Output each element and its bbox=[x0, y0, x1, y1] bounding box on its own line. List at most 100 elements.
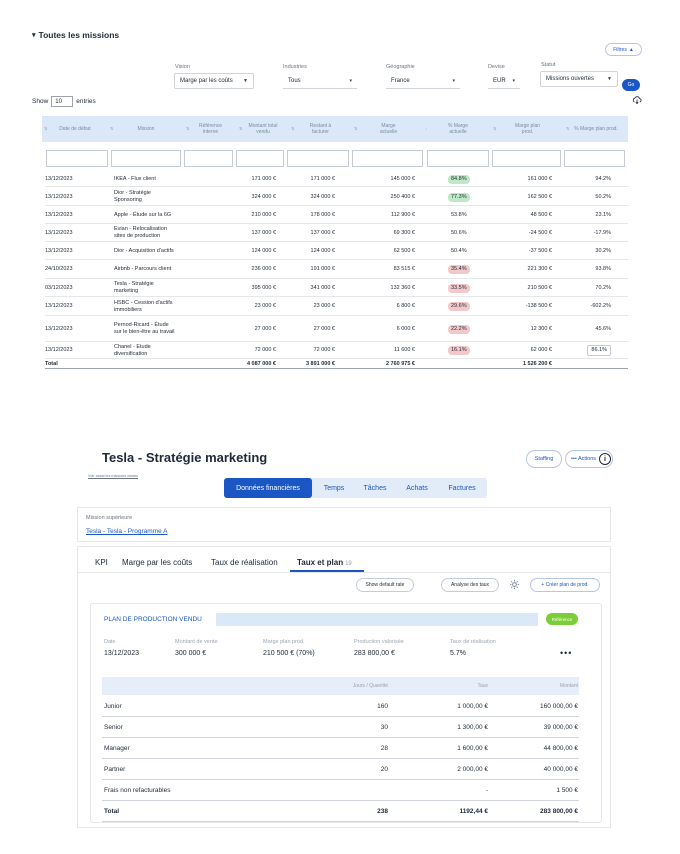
cell-plan: 161 000 € bbox=[527, 175, 552, 182]
subtab-taux-realisation[interactable]: Taux de réalisation bbox=[211, 558, 278, 567]
create-plan-button[interactable]: + Créer plan de prod. bbox=[530, 578, 600, 592]
cell-restant: 341 000 € bbox=[310, 284, 335, 291]
column-filter-input[interactable] bbox=[111, 150, 181, 167]
filter-geo-select[interactable]: France ▾ bbox=[386, 73, 460, 89]
tab-achats[interactable]: Achats bbox=[406, 484, 428, 492]
cell-pct-marge: 50.4% bbox=[448, 243, 478, 259]
cell-plan-pct: -602.2% bbox=[585, 298, 612, 315]
filter-industries-select[interactable]: Tous ▾ bbox=[283, 73, 357, 89]
plan-pct-value: 45.6% bbox=[595, 325, 611, 332]
show-default-rate-button[interactable]: Show default rate bbox=[356, 578, 414, 592]
plan-pct-value: -17.9% bbox=[593, 229, 611, 236]
table-row[interactable]: 03/12/2023 Tesla - Stratégie marketing 395… bbox=[45, 280, 628, 297]
table-row[interactable]: 24/10/2023 Airbnb - Parcours client 236 00… bbox=[45, 261, 628, 279]
cell-pct-marge: 22.2% bbox=[448, 317, 478, 341]
cell-montant: 171 000 € bbox=[251, 175, 276, 182]
column-filter-input[interactable] bbox=[184, 150, 233, 167]
plan-pct-value: -602.2% bbox=[590, 303, 612, 309]
cell-plan-pct: 86.1% bbox=[585, 343, 611, 358]
cell-date: 03/12/2023 bbox=[45, 284, 73, 291]
col-header-pct-marge[interactable]: ↓% Marge actuelle bbox=[425, 123, 468, 135]
col-header-reference[interactable]: ⇅ Référence interne bbox=[186, 123, 223, 135]
subtab-marge-couts[interactable]: Marge par les coûts bbox=[122, 558, 193, 567]
col-header-date[interactable]: ⇅ Date de début bbox=[44, 126, 91, 132]
column-filter-input[interactable] bbox=[564, 150, 625, 167]
table-row[interactable]: 13/12/2023 HSBC - Cession d'actifs immobi… bbox=[45, 298, 628, 316]
missions-total-row: Total 4 087 000 € 3 891 000 € 2 760 975 … bbox=[45, 360, 628, 369]
column-filter-input[interactable] bbox=[427, 150, 489, 167]
closed-missions-link[interactable]: Voir aussi les missions closes bbox=[88, 474, 139, 478]
entries-label: entries bbox=[76, 98, 96, 105]
column-filter-input[interactable] bbox=[492, 150, 561, 167]
financial-panel bbox=[77, 546, 611, 828]
column-filter-input[interactable] bbox=[352, 150, 423, 167]
staffing-button[interactable]: Staffing bbox=[526, 450, 562, 468]
table-row[interactable]: 13/12/2023 Apple - Étude sur la 6G 210 000… bbox=[45, 207, 628, 224]
filters-button[interactable]: Filtres ▲ bbox=[605, 43, 642, 56]
sort-icon: ⇅ bbox=[44, 126, 48, 131]
tab-factures[interactable]: Factures bbox=[448, 484, 476, 492]
col-header-plan-pct[interactable]: ⇅% Marge plan prod. bbox=[566, 126, 618, 132]
cell-plan-pct: -17.9% bbox=[585, 225, 611, 241]
total-label: Total bbox=[45, 360, 58, 367]
entries-control: Show 10 entries bbox=[32, 96, 96, 107]
cell-plan: 221 300 € bbox=[527, 266, 552, 272]
table-row[interactable]: 13/12/2023 Dior - Acquisition d'actifs 124… bbox=[45, 243, 628, 260]
caret-down-icon: ▾ bbox=[512, 77, 515, 84]
info-icon[interactable]: i bbox=[599, 453, 611, 465]
section-title[interactable]: ▾ Toutes les missions bbox=[32, 30, 119, 40]
col-header-montant[interactable]: ⇅ Montant total vendu bbox=[239, 123, 278, 135]
more-options-icon[interactable]: ••• bbox=[560, 648, 573, 658]
mission-tabs: Données financières Temps Tâches Achats … bbox=[224, 478, 487, 498]
plan-cell-montant: 283 800,00 € bbox=[540, 807, 578, 815]
tab-donnees-financieres[interactable]: Données financières bbox=[224, 478, 312, 498]
plan-pct-value: 50.2% bbox=[595, 193, 611, 200]
plan-col-montant: Montant bbox=[559, 683, 578, 689]
col-header-restant[interactable]: ⇅ Restant à facturer bbox=[291, 123, 332, 135]
analyse-taux-button[interactable]: Analyse des taux bbox=[441, 578, 499, 592]
filter-vision-select[interactable]: Marge par les coûts ▼ bbox=[174, 73, 254, 89]
plan-cell-taux: 1 000,00 € bbox=[457, 702, 488, 710]
plan-cell-jours: 30 bbox=[380, 723, 388, 731]
column-filter-input[interactable] bbox=[287, 150, 349, 167]
cell-pct-marge: 16.1% bbox=[448, 343, 478, 358]
cell-montant: 324 000 € bbox=[251, 193, 276, 200]
filter-statut-select[interactable]: Missions ouvertes ▼ bbox=[540, 71, 618, 87]
pct-marge-badge: 50.4% bbox=[451, 247, 467, 254]
gear-icon[interactable] bbox=[509, 579, 520, 590]
cell-pct-marge: 29.6% bbox=[448, 298, 478, 315]
cell-mission: Pernod-Ricard - Étude sur le bien-être a… bbox=[114, 322, 175, 335]
subtab-taux-plan[interactable]: Taux et plan 19 bbox=[297, 558, 352, 567]
table-row[interactable]: 13/12/2023 Evian - Relocalisation sites d… bbox=[45, 225, 628, 242]
plan-cell-jours: 238 bbox=[377, 807, 388, 815]
table-row[interactable]: 13/12/2023 Chanel - Etude diversification… bbox=[45, 343, 628, 359]
plan-row: Junior 160 1 000,00 € 160 000,00 € bbox=[102, 696, 579, 717]
cell-marge: 83 515 € bbox=[393, 266, 415, 272]
plan-cell-montant: 1 500 € bbox=[556, 786, 578, 794]
col-header-marge[interactable]: ⇅ Marge actuelle bbox=[354, 123, 398, 135]
entries-count-select[interactable]: 10 bbox=[51, 96, 74, 107]
cell-plan: -138 500 € bbox=[525, 303, 552, 309]
cell-plan: 210 500 € bbox=[527, 284, 552, 291]
filter-vision-value: Marge par les coûts bbox=[180, 78, 233, 84]
tab-taches[interactable]: Tâches bbox=[363, 484, 387, 492]
filter-devise-select[interactable]: EUR ▾ bbox=[488, 73, 520, 89]
filter-statut-label: Statut bbox=[541, 62, 556, 68]
column-filter-input[interactable] bbox=[46, 150, 108, 167]
plan-cell-taux: - bbox=[485, 786, 488, 794]
tab-temps[interactable]: Temps bbox=[323, 484, 345, 492]
subtab-kpi[interactable]: KPI bbox=[95, 558, 108, 567]
cell-restant: 124 000 € bbox=[310, 247, 335, 254]
table-row[interactable]: 13/12/2023 IKEA - Flux client 171 000 € 171… bbox=[45, 172, 628, 187]
table-row[interactable]: 13/12/2023 Dior - Stratégie Sponsoring 324… bbox=[45, 189, 628, 206]
parent-mission-link[interactable]: Tesla - Tesla - Programme A bbox=[86, 528, 168, 535]
plan-cell-taux: 1 300,00 € bbox=[457, 723, 488, 731]
total-marge: 2 760 975 € bbox=[385, 360, 415, 367]
plan-cell-role: Partner bbox=[104, 765, 126, 773]
column-filter-input[interactable] bbox=[236, 150, 284, 167]
col-header-mission[interactable]: ⇅ Mission bbox=[110, 126, 155, 132]
col-header-plan[interactable]: ⇅ Marge plan prod. bbox=[493, 123, 540, 135]
table-row[interactable]: 13/12/2023 Pernod-Ricard - Étude sur le b… bbox=[45, 317, 628, 342]
download-cloud-icon[interactable] bbox=[632, 95, 642, 105]
go-button[interactable]: Go bbox=[622, 79, 640, 91]
